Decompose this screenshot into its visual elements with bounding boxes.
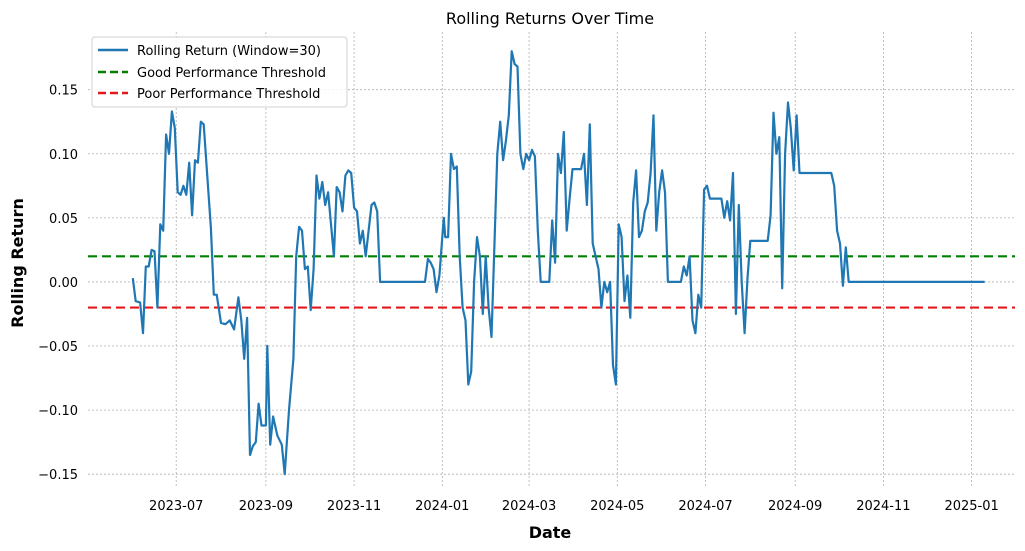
legend-label-good-threshold: Good Performance Threshold	[137, 66, 326, 81]
legend: Rolling Return (Window=30) Good Performa…	[91, 36, 348, 108]
chart-title: Rolling Returns Over Time	[446, 9, 654, 28]
x-axis-label: Date	[529, 523, 572, 542]
x-tick-label: 2023-09	[239, 499, 293, 514]
y-tick-label: 0.00	[49, 276, 78, 291]
rolling-return-line	[131, 50, 985, 476]
y-tick-label: 0.05	[49, 212, 78, 227]
x-tick-label: 2024-11	[856, 499, 910, 514]
legend-label-rolling-return: Rolling Return (Window=30)	[137, 44, 321, 59]
x-tick-label: 2024-01	[415, 499, 469, 514]
x-tick-label: 2024-09	[768, 499, 822, 514]
x-tick-label: 2024-05	[590, 499, 644, 514]
legend-label-poor-threshold: Poor Performance Threshold	[137, 87, 320, 102]
y-tick-label: −0.05	[38, 340, 78, 355]
y-tick-label: 0.10	[49, 148, 78, 163]
x-tick-label: 2025-01	[944, 499, 998, 514]
x-tick-label: 2023-11	[327, 499, 381, 514]
series-lines	[131, 50, 985, 476]
x-tick-labels: 2023-07 2023-09 2023-11 2024-01 2024-03 2024-…	[149, 499, 999, 514]
x-tick-label: 2024-07	[678, 499, 732, 514]
y-tick-labels: 0.15 0.10 0.05 0.00 −0.05 −0.10 −0.15	[38, 84, 78, 484]
y-tick-label: −0.10	[38, 404, 78, 419]
y-axis-label: Rolling Return	[8, 198, 27, 328]
y-tick-label: 0.15	[49, 84, 78, 99]
legend-box	[91, 36, 348, 108]
y-tick-label: −0.15	[38, 468, 78, 483]
x-tick-label: 2024-03	[502, 499, 556, 514]
x-tick-label: 2023-07	[149, 499, 203, 514]
